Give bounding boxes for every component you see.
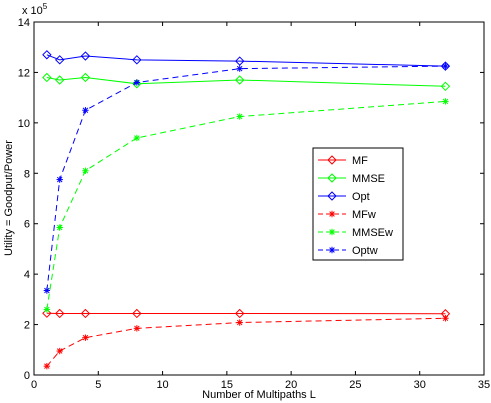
legend-item-mfw: MFw — [318, 209, 376, 221]
data-point-star — [56, 224, 63, 231]
series-line — [46, 65, 446, 291]
y-tick-label: 10 — [18, 118, 30, 130]
legend-label: MMSE — [352, 173, 385, 185]
legend-item-mmse: MMSE — [318, 173, 385, 185]
data-point-star — [56, 176, 63, 183]
series-layer — [42, 50, 451, 370]
data-point-star — [442, 315, 449, 322]
legend: MF MMSE Opt MFw MMSEw Optw — [312, 147, 404, 261]
data-point-star — [236, 113, 243, 120]
data-point-star — [133, 325, 141, 332]
legend-item-opt: Opt — [318, 191, 370, 203]
data-point-diamond — [440, 81, 451, 92]
data-point-star — [236, 319, 243, 326]
legend-label: Opt — [352, 191, 370, 203]
data-point-star — [56, 347, 63, 355]
series-line — [46, 54, 446, 67]
y-multiplier: x 105 — [22, 2, 48, 17]
x-tick-label: 0 — [31, 379, 37, 391]
legend-item-mf: MF — [318, 155, 368, 167]
y-axis-label: Utility = Goodput/Power — [3, 140, 15, 256]
data-point-diamond — [42, 308, 52, 318]
x-tick-label: 20 — [285, 379, 297, 391]
series-optw — [43, 62, 449, 294]
y-tick-label: 0 — [24, 370, 30, 382]
data-point-star — [82, 167, 89, 174]
legend-item-mmsew: MMSEw — [318, 227, 393, 239]
y-tick-label: 4 — [24, 269, 30, 281]
y-tick-label: 2 — [24, 320, 30, 332]
series-opt — [42, 50, 451, 71]
data-point-star — [43, 287, 51, 294]
data-point-diamond — [235, 56, 245, 66]
legend-label: MF — [352, 155, 368, 167]
y-tick-label: 6 — [24, 219, 30, 231]
data-point-diamond — [327, 173, 337, 183]
data-point-diamond — [80, 308, 91, 319]
data-point-star — [236, 65, 243, 72]
y-tick-label: 12 — [18, 67, 30, 79]
x-tick-label: 30 — [414, 379, 426, 391]
data-point-star — [82, 107, 89, 114]
legend-item-optw: Optw — [318, 245, 378, 257]
x-tick-label: 5 — [95, 379, 101, 391]
data-point-diamond — [327, 155, 337, 165]
legend-label: MFw — [352, 209, 376, 221]
data-point-diamond — [42, 50, 52, 60]
x-axis-label: Number of Multipaths L — [202, 389, 316, 401]
data-point-diamond — [55, 75, 65, 85]
data-point-diamond — [80, 51, 91, 61]
data-point-diamond — [42, 72, 52, 83]
x-tick-label: 15 — [221, 379, 233, 391]
data-point-star — [328, 246, 336, 254]
data-point-star — [133, 134, 141, 142]
series-line — [46, 317, 446, 367]
y-multiplier-base: x 10 — [22, 5, 43, 17]
y-tick-label: 8 — [24, 168, 30, 180]
data-point-star — [82, 334, 89, 341]
y-multiplier-exp: 5 — [43, 2, 48, 11]
data-point-star — [43, 362, 51, 370]
data-point-star — [328, 210, 336, 218]
data-point-star — [328, 228, 336, 236]
series-line — [46, 76, 446, 87]
data-point-diamond — [440, 61, 451, 71]
data-point-diamond — [132, 308, 142, 319]
data-point-star — [133, 79, 141, 86]
series-line — [46, 100, 446, 310]
y-tick-label: 14 — [18, 17, 30, 29]
x-tick-label: 10 — [156, 379, 168, 391]
series-line — [46, 312, 446, 315]
series-mmsew — [43, 98, 449, 313]
data-point-diamond — [235, 75, 245, 85]
data-point-star — [442, 98, 449, 105]
data-point-diamond — [55, 308, 65, 319]
data-point-star — [43, 306, 51, 313]
series-mfw — [43, 315, 449, 370]
data-point-diamond — [80, 72, 91, 83]
data-point-star — [442, 62, 449, 70]
x-tick-label: 25 — [349, 379, 361, 391]
data-point-diamond — [235, 308, 245, 319]
legend-box — [312, 147, 404, 261]
data-point-diamond — [327, 191, 337, 201]
axis-ticks: 0 5 10 15 20 25 30 35 0 2 4 6 8 10 12 14 — [18, 17, 490, 391]
data-point-diamond — [55, 55, 65, 65]
data-point-diamond — [132, 55, 142, 65]
legend-label: MMSEw — [352, 227, 393, 239]
legend-label: Optw — [352, 245, 378, 257]
x-tick-label: 35 — [478, 379, 490, 391]
